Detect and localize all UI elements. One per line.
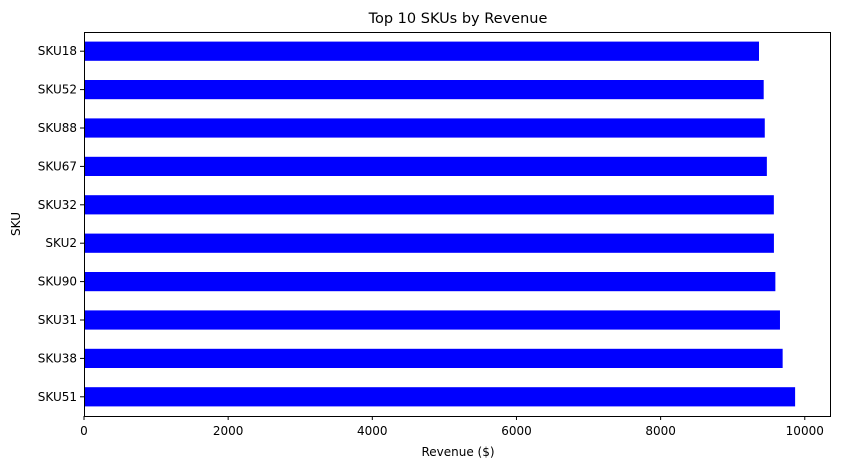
- x-tick-label: 8000: [645, 424, 676, 438]
- y-tick-label: SKU38: [38, 351, 77, 365]
- x-tick-label: 4000: [357, 424, 388, 438]
- y-tick-label: SKU88: [38, 121, 77, 135]
- bars-group: [84, 41, 796, 407]
- chart-title: Top 10 SKUs by Revenue: [368, 11, 548, 27]
- plot-frame: [84, 32, 831, 417]
- bar-sku38: [84, 348, 783, 368]
- bar-sku18: [84, 41, 760, 61]
- y-axis-ticks: SKU51 SKU38 SKU31 SKU90 SKU2 SKU32 SKU67 SKU88 S…: [38, 44, 84, 404]
- y-tick-label: SKU51: [38, 390, 77, 404]
- x-tick-label: 10000: [786, 424, 824, 438]
- y-axis-title: SKU: [9, 212, 23, 236]
- x-axis-title: Revenue ($): [421, 445, 494, 459]
- y-tick-label: SKU31: [38, 313, 77, 327]
- x-tick-label: 6000: [501, 424, 532, 438]
- x-tick-label: 0: [80, 424, 88, 438]
- bar-sku67: [84, 156, 767, 176]
- y-tick-label: SKU90: [38, 275, 77, 289]
- bar-sku32: [84, 195, 774, 215]
- bar-sku51: [84, 387, 796, 407]
- bar-sku52: [84, 80, 764, 100]
- y-tick-label: SKU2: [45, 236, 77, 250]
- bar-sku31: [84, 310, 780, 330]
- bar-sku88: [84, 118, 765, 138]
- x-tick-label: 2000: [213, 424, 244, 438]
- y-tick-label: SKU32: [38, 198, 77, 212]
- bar-sku2: [84, 233, 774, 253]
- bar-sku90: [84, 272, 776, 292]
- x-axis-ticks: 0 2000 4000 6000 8000 10000: [80, 416, 824, 438]
- y-tick-label: SKU18: [38, 44, 77, 58]
- y-tick-label: SKU52: [38, 83, 77, 97]
- y-tick-label: SKU67: [38, 159, 77, 173]
